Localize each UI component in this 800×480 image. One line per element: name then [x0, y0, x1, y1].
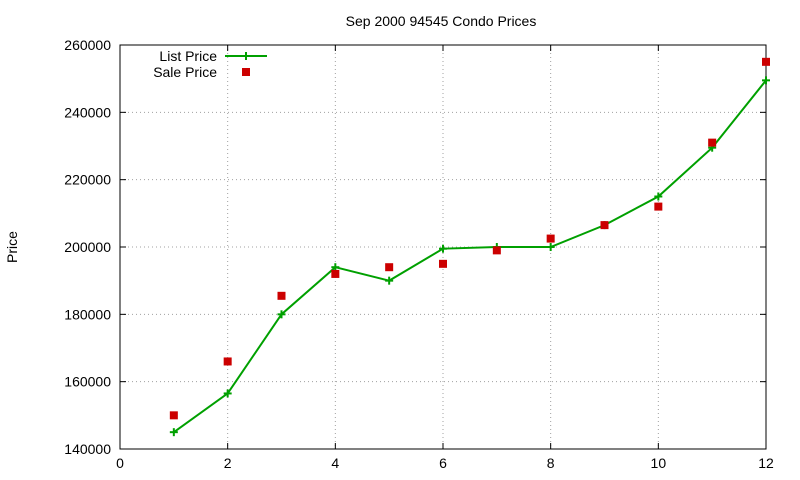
series-list-price	[169, 76, 770, 437]
legend-label: Sale Price	[153, 64, 217, 80]
grid	[120, 45, 766, 449]
list-price-point	[331, 263, 340, 272]
y-tick-label: 180000	[64, 306, 111, 322]
x-tick-label: 10	[651, 455, 667, 471]
sale-price-point	[492, 246, 501, 255]
y-tick-label: 160000	[64, 374, 111, 390]
series-sale-price	[169, 57, 770, 420]
sale-price-point	[331, 269, 340, 278]
y-tick-label: 240000	[64, 104, 111, 120]
list-price-point	[546, 243, 555, 251]
x-tick-label: 0	[116, 455, 124, 471]
sale-price-point	[762, 57, 770, 66]
x-tick-label: 2	[224, 455, 232, 471]
list-price-point	[439, 244, 447, 253]
legend-square-marker	[242, 68, 250, 76]
y-tick-label: 200000	[64, 239, 111, 255]
list-price-point	[654, 192, 663, 201]
list-price-point	[385, 276, 394, 285]
y-tick-label: 220000	[64, 172, 111, 188]
sale-price-point	[385, 263, 394, 272]
sale-price-point	[600, 221, 609, 230]
x-tick-label: 8	[547, 455, 555, 471]
list-price-point	[169, 428, 178, 437]
y-tick-label: 260000	[64, 37, 111, 53]
list-price-point	[277, 310, 286, 319]
sale-price-point	[223, 357, 232, 366]
sale-price-point	[546, 234, 555, 243]
x-tick-label: 6	[439, 455, 447, 471]
sale-price-point	[277, 291, 286, 300]
list-price-point	[762, 76, 770, 85]
sale-price-point	[708, 138, 717, 147]
chart-title: Sep 2000 94545 Condo Prices	[346, 13, 537, 29]
list-price-point	[223, 389, 232, 398]
x-tick-label: 4	[331, 455, 339, 471]
y-tick-label: 140000	[64, 441, 111, 457]
y-axis-label: Price	[4, 231, 20, 263]
series	[169, 57, 770, 437]
x-tick-label: 12	[758, 455, 774, 471]
legend-label: List Price	[159, 48, 217, 64]
axes-ticks: 0 2 4 6 8 10 12 140000 160000 180000 200000 220000 2…	[64, 37, 774, 471]
legend-plus-marker	[242, 52, 250, 60]
sale-price-point	[439, 259, 447, 268]
series-line	[173, 79, 767, 433]
sale-price-point	[169, 411, 178, 420]
sale-price-point	[654, 202, 663, 211]
